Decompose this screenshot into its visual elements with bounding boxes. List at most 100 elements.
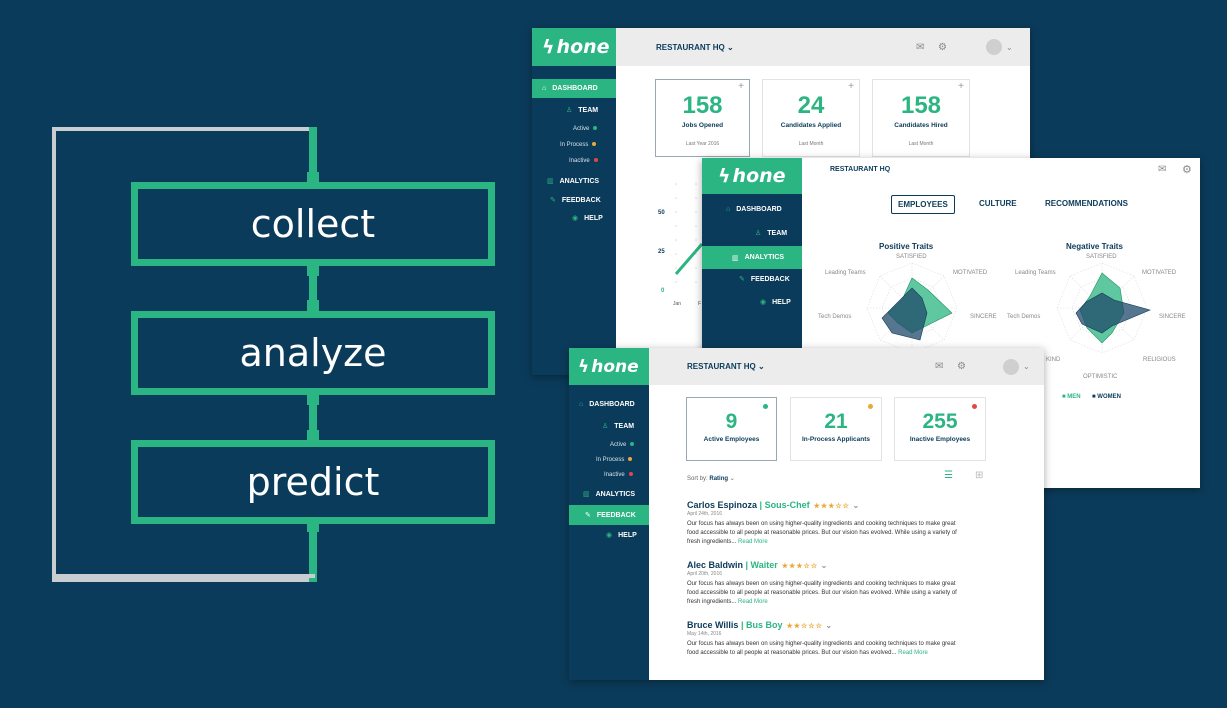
read-more-link[interactable]: Read More [738, 599, 768, 605]
radar-axis-label: SATISFIED [896, 254, 927, 260]
team-window: ϟ hone RESTAURANT HQ ⌄ ✉ ⚙ ⌄ ⌂ DASHBOARD ♙… [569, 348, 1044, 680]
status-dot [593, 158, 598, 163]
nav-help[interactable]: ◉ HELP [572, 214, 603, 223]
connector-node [307, 300, 319, 312]
plus-icon[interactable]: + [848, 81, 854, 92]
connector-node [307, 393, 319, 405]
nav-team[interactable]: ♙ TEAM [602, 422, 635, 431]
plus-icon[interactable]: + [738, 81, 744, 92]
kpi-card-in-process-applicants[interactable]: 21 In-Process Applicants [790, 397, 882, 461]
radar-axis-label: SINCERE [970, 314, 997, 320]
mail-icon[interactable]: ✉ [1158, 163, 1167, 175]
plus-icon[interactable]: + [958, 81, 964, 92]
help-icon: ◉ [760, 299, 767, 306]
legend-women: ■ WOMEN [1092, 394, 1121, 400]
status-dot [868, 404, 873, 409]
gear-icon[interactable]: ⚙ [1182, 163, 1192, 176]
nav-active[interactable]: Active [573, 126, 598, 132]
nav-inactive[interactable]: Inactive [604, 472, 633, 478]
mail-icon[interactable]: ✉ [916, 41, 925, 53]
flow-step-label: predict [246, 460, 380, 504]
nav-in-process[interactable]: In Process [596, 457, 633, 463]
nav-analytics[interactable]: ▥ ANALYTICS [702, 246, 802, 269]
nav-help[interactable]: ◉ HELP [606, 531, 637, 540]
star-rating: ★★☆☆☆ [786, 623, 823, 630]
radar-axis-label: KIND [1046, 357, 1061, 363]
kpi-card-active-employees[interactable]: 9 Active Employees [686, 397, 777, 461]
list-view-icon[interactable]: ☰ [944, 470, 953, 481]
kpi-card-jobs-opened[interactable]: + 158 Jobs Opened Last Year 2016 [655, 79, 750, 157]
radar-axis-label: Leading Teams [1015, 270, 1056, 276]
org-selector[interactable]: RESTAURANT HQ ⌄ [656, 42, 734, 52]
home-icon: ⌂ [579, 401, 584, 408]
grid-view-icon[interactable]: ⊞ [975, 470, 984, 481]
sort-control[interactable]: Sort by: Rating ⌄ [687, 476, 735, 482]
gear-icon[interactable]: ⚙ [938, 41, 947, 53]
nav-team[interactable]: ♙ TEAM [755, 229, 788, 238]
radar-axis-label: Leading Teams [825, 270, 866, 276]
feedback-icon: ✎ [739, 276, 745, 283]
legend-men: ■ MEN [1062, 394, 1081, 400]
feedback-icon: ✎ [585, 512, 591, 519]
nav-feedback[interactable]: ✎ FEEDBACK [739, 275, 790, 284]
tab-employees[interactable]: EMPLOYEES [891, 195, 955, 214]
negative-traits-title: Negative Traits [1066, 242, 1123, 251]
list-item[interactable]: Alec Baldwin | Waiter ★★★☆☆ ⌄ April 20th,… [687, 560, 957, 605]
nav-analytics[interactable]: ▥ ANALYTICS [547, 177, 600, 186]
nav-dashboard[interactable]: ⌂ DASHBOARD [532, 79, 616, 98]
read-more-link[interactable]: Read More [738, 539, 768, 545]
nav-feedback[interactable]: ✎ FEEDBACK [569, 505, 649, 525]
nav-feedback[interactable]: ✎ FEEDBACK [550, 196, 601, 205]
user-icon: ♙ [602, 423, 609, 430]
nav-team[interactable]: ♙ TEAM [566, 106, 599, 115]
chevron-down-icon[interactable]: ⌄ [1006, 42, 1013, 52]
avatar[interactable] [1003, 358, 1019, 375]
avatar[interactable] [986, 39, 1002, 55]
chevron-down-icon[interactable]: ⌄ [820, 561, 828, 570]
status-dot [628, 472, 633, 477]
nav-help[interactable]: ◉ HELP [760, 298, 791, 307]
org-selector[interactable]: RESTAURANT HQ ⌄ [687, 362, 765, 371]
nav-analytics[interactable]: ▥ ANALYTICS [583, 490, 636, 499]
nav-inactive[interactable]: Inactive [569, 158, 598, 164]
nav-dashboard[interactable]: ⌂ DASHBOARD [726, 206, 782, 213]
status-dot [972, 404, 977, 409]
logo[interactable]: ϟ hone [532, 28, 616, 66]
connector-bottom [309, 523, 317, 582]
kpi-card-inactive-employees[interactable]: 255 Inactive Employees [894, 397, 986, 461]
nav-active[interactable]: Active [610, 442, 635, 448]
chevron-down-icon[interactable]: ⌄ [852, 501, 860, 510]
status-dot [628, 457, 633, 462]
bolt-icon: ϟ [542, 36, 555, 58]
logo[interactable]: ϟ hone [569, 348, 649, 385]
feedback-icon: ✎ [550, 197, 556, 204]
chart-x-label: F [698, 301, 702, 307]
user-icon: ♙ [566, 107, 573, 114]
feedback-loop-bottom [56, 574, 315, 578]
status-dot [592, 142, 597, 147]
tab-culture[interactable]: CULTURE [979, 199, 1017, 208]
nav-dashboard[interactable]: ⌂ DASHBOARD [579, 401, 635, 408]
flow-step-predict: predict [131, 440, 495, 524]
bolt-icon: ϟ [718, 165, 731, 187]
chart-tick: 25 [658, 249, 665, 255]
home-icon: ⌂ [726, 206, 731, 213]
list-item[interactable]: Bruce Willis | Bus Boy ★★☆☆☆ ⌄ May 14th, … [687, 620, 956, 656]
positive-traits-title: Positive Traits [879, 242, 934, 251]
chart-tick: 0 [661, 288, 665, 294]
list-item[interactable]: Carlos Espinoza | Sous-Chef ★★★☆☆ ⌄ April… [687, 500, 957, 545]
mail-icon[interactable]: ✉ [935, 361, 944, 372]
logo[interactable]: ϟ hone [702, 158, 802, 194]
connector-analyze-predict [309, 394, 317, 442]
kpi-card-candidates-applied[interactable]: + 24 Candidates Applied Last Month [762, 79, 860, 157]
read-more-link[interactable]: Read More [898, 650, 928, 656]
nav-in-process[interactable]: In Process [560, 142, 597, 148]
gear-icon[interactable]: ⚙ [957, 361, 966, 372]
bolt-icon: ϟ [578, 356, 590, 377]
chart-x-label: Jan [673, 301, 682, 307]
tab-recommendations[interactable]: RECOMMENDATIONS [1045, 199, 1128, 208]
kpi-card-candidates-hired[interactable]: + 158 Candidates Hired Last Month [872, 79, 970, 157]
chevron-down-icon[interactable]: ⌄ [825, 621, 833, 630]
chevron-down-icon[interactable]: ⌄ [1023, 362, 1030, 371]
chart-icon: ▥ [547, 178, 554, 185]
